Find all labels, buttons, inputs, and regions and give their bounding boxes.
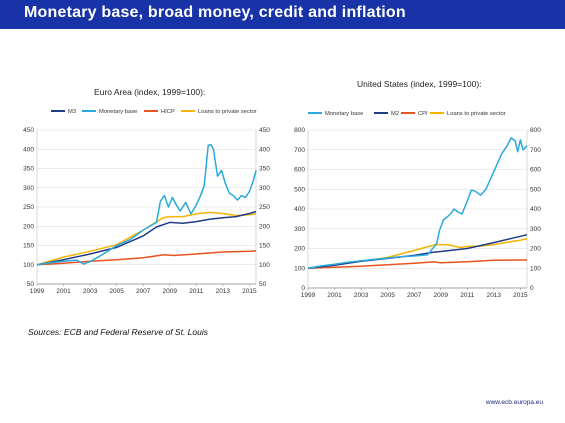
us-y-tick-right: 200 bbox=[530, 246, 541, 253]
euro-y-tick-right: 350 bbox=[259, 166, 270, 173]
euro-y-tick-right: 300 bbox=[259, 185, 270, 192]
us-y-tick-right: 300 bbox=[530, 226, 541, 233]
us-series-monetary-base bbox=[307, 137, 528, 270]
us-y-tick-left: 700 bbox=[294, 147, 305, 154]
euro-legend-label: HICP bbox=[161, 109, 175, 115]
us-x-tick: 2005 bbox=[380, 292, 395, 299]
euro-x-tick: 2011 bbox=[189, 288, 203, 295]
euro-y-tick-left: 150 bbox=[23, 243, 34, 250]
euro-x-tick: 2007 bbox=[136, 288, 151, 295]
euro-x-tick: 2015 bbox=[242, 288, 257, 295]
euro-y-tick-right: 450 bbox=[259, 127, 270, 134]
us-x-tick: 2013 bbox=[487, 292, 502, 299]
us-series-cpi bbox=[307, 259, 527, 270]
us-y-tick-right: 100 bbox=[530, 265, 541, 272]
euro-legend-label: M3 bbox=[68, 109, 76, 115]
us-y-tick-left: 300 bbox=[294, 226, 305, 233]
euro-x-tick: 2005 bbox=[109, 288, 124, 295]
us-y-tick-right: 500 bbox=[530, 186, 541, 193]
us-x-tick: 2001 bbox=[327, 292, 342, 299]
us-series-m2 bbox=[307, 233, 528, 270]
euro-y-tick-right: 400 bbox=[259, 146, 270, 153]
us-y-tick-left: 800 bbox=[294, 127, 305, 134]
us-legend-label: M2 bbox=[391, 111, 399, 117]
us-y-tick-right: 600 bbox=[530, 167, 541, 174]
us-x-tick: 1999 bbox=[301, 292, 316, 299]
us-legend-label: Loans to private sector bbox=[447, 111, 506, 117]
euro-y-tick-left: 450 bbox=[23, 127, 34, 134]
us-legend-label: CPI bbox=[418, 111, 428, 117]
euro-x-tick: 2003 bbox=[83, 288, 98, 295]
euro-y-tick-left: 400 bbox=[23, 146, 34, 153]
euro-series-loans-to-private-sector bbox=[36, 211, 257, 266]
ecb-website-link[interactable]: www.ecb.europa.eu bbox=[485, 399, 543, 406]
euro-y-tick-left: 50 bbox=[27, 281, 35, 288]
us-y-tick-left: 0 bbox=[301, 285, 305, 292]
us-x-tick: 2003 bbox=[354, 292, 369, 299]
us-x-tick: 2011 bbox=[460, 292, 474, 299]
us-y-tick-left: 400 bbox=[294, 206, 305, 213]
euro-y-tick-right: 200 bbox=[259, 223, 270, 230]
euro-y-tick-left: 100 bbox=[23, 262, 34, 269]
euro-y-tick-right: 50 bbox=[259, 281, 267, 288]
us-legend-label: Monetary base bbox=[325, 111, 363, 117]
us-x-tick: 2015 bbox=[513, 292, 528, 299]
euro-legend-label: Monetary base bbox=[99, 109, 137, 115]
us-x-tick: 2009 bbox=[433, 292, 448, 299]
us-y-tick-left: 500 bbox=[294, 186, 305, 193]
euro-y-tick-left: 250 bbox=[23, 204, 34, 211]
euro-y-tick-left: 300 bbox=[23, 185, 34, 192]
euro-x-tick: 2009 bbox=[162, 288, 177, 295]
us-chart-title: United States (index, 1999=100): bbox=[357, 79, 482, 89]
us-y-tick-right: 400 bbox=[530, 206, 541, 213]
us-x-tick: 2007 bbox=[407, 292, 422, 299]
us-y-tick-right: 700 bbox=[530, 147, 541, 154]
euro-x-tick: 1999 bbox=[30, 288, 45, 295]
slide-title: Monetary base, broad money, credit and i… bbox=[24, 4, 406, 21]
us-y-tick-left: 600 bbox=[294, 167, 305, 174]
us-y-tick-right: 800 bbox=[530, 127, 541, 134]
euro-area-chart-title: Euro Area (index, 1999=100): bbox=[94, 87, 206, 97]
euro-x-tick: 2013 bbox=[216, 288, 231, 295]
euro-y-tick-left: 200 bbox=[23, 223, 34, 230]
sources-note: Sources: ECB and Federal Reserve of St. … bbox=[28, 327, 209, 337]
euro-y-tick-right: 150 bbox=[259, 243, 270, 250]
euro-y-tick-right: 250 bbox=[259, 204, 270, 211]
title-bar: Monetary base, broad money, credit and i… bbox=[0, 0, 565, 29]
euro-y-tick-right: 100 bbox=[259, 262, 270, 269]
euro-x-tick: 2001 bbox=[56, 288, 71, 295]
euro-series-monetary-base bbox=[36, 143, 257, 266]
euro-series-m3 bbox=[36, 210, 257, 266]
us-y-tick-left: 100 bbox=[294, 265, 305, 272]
us-y-tick-left: 200 bbox=[294, 246, 305, 253]
us-chart: 0 0 100 100 200 200 300 300 400 400 500 500 600 600 70… bbox=[294, 111, 541, 299]
euro-y-tick-left: 350 bbox=[23, 166, 34, 173]
euro-area-chart: 50 50 100 100 150 150 200 200 250 250 300 300 350 350… bbox=[23, 109, 270, 295]
euro-legend-label: Loans to private sector bbox=[198, 109, 257, 115]
us-y-tick-right: 0 bbox=[530, 285, 534, 292]
